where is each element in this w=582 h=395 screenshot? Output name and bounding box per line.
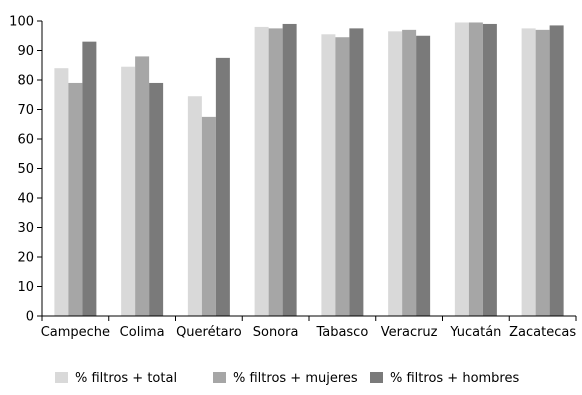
y-tick-label: 60 bbox=[17, 133, 34, 148]
x-tick-label: Veracruz bbox=[381, 325, 438, 340]
y-tick-label: 10 bbox=[17, 280, 34, 295]
y-axis: 0 10 20 30 40 50 60 70 80 90 100 bbox=[9, 15, 43, 325]
bar bbox=[201, 116, 216, 316]
bar bbox=[549, 25, 564, 317]
bar bbox=[388, 31, 403, 316]
legend: % filtros + total % filtros + mujeres % fi… bbox=[55, 371, 519, 386]
legend-label: % filtros + hombres bbox=[390, 371, 519, 386]
y-tick-label: 20 bbox=[17, 251, 34, 266]
bar bbox=[268, 28, 283, 316]
bar bbox=[135, 56, 150, 317]
bar bbox=[482, 23, 497, 316]
bar bbox=[521, 28, 536, 316]
legend-swatch bbox=[55, 372, 68, 383]
bar bbox=[187, 96, 202, 316]
x-tick-label: Zacatecas bbox=[509, 325, 576, 340]
x-tick-label: Colima bbox=[120, 325, 165, 340]
y-tick-label: 70 bbox=[17, 103, 34, 118]
legend-label: % filtros + mujeres bbox=[233, 371, 358, 386]
y-tick-label: 90 bbox=[17, 44, 34, 59]
y-tick-label: 80 bbox=[17, 74, 34, 89]
y-tick-label: 100 bbox=[9, 15, 34, 30]
x-axis: Campeche Colima Querétaro Sonora Tabasco Vera… bbox=[41, 315, 577, 340]
legend-label: % filtros + total bbox=[75, 371, 177, 386]
x-tick-label: Querétaro bbox=[176, 325, 242, 340]
bar bbox=[335, 37, 350, 316]
x-tick-label: Yucatán bbox=[449, 325, 501, 340]
bar bbox=[416, 35, 431, 316]
bar bbox=[254, 26, 269, 317]
bar bbox=[149, 82, 164, 316]
bar bbox=[121, 66, 136, 316]
bar bbox=[54, 68, 69, 316]
bar bbox=[68, 82, 83, 316]
bar bbox=[454, 22, 469, 316]
bar bbox=[82, 41, 97, 317]
y-tick-label: 50 bbox=[17, 162, 34, 177]
y-tick-label: 40 bbox=[17, 192, 34, 207]
bar bbox=[349, 28, 364, 316]
bar bbox=[282, 23, 297, 316]
y-tick-label: 0 bbox=[26, 310, 34, 325]
x-tick-label: Campeche bbox=[41, 325, 110, 340]
bars bbox=[54, 22, 564, 317]
bar bbox=[215, 57, 230, 316]
bar bbox=[321, 34, 336, 317]
y-tick-label: 30 bbox=[17, 221, 34, 236]
bar bbox=[468, 22, 483, 316]
bar bbox=[402, 29, 417, 316]
legend-swatch bbox=[213, 372, 226, 383]
x-tick-label: Tabasco bbox=[315, 325, 368, 340]
legend-swatch bbox=[370, 372, 383, 383]
bar bbox=[535, 29, 550, 316]
x-tick-label: Sonora bbox=[253, 325, 299, 340]
